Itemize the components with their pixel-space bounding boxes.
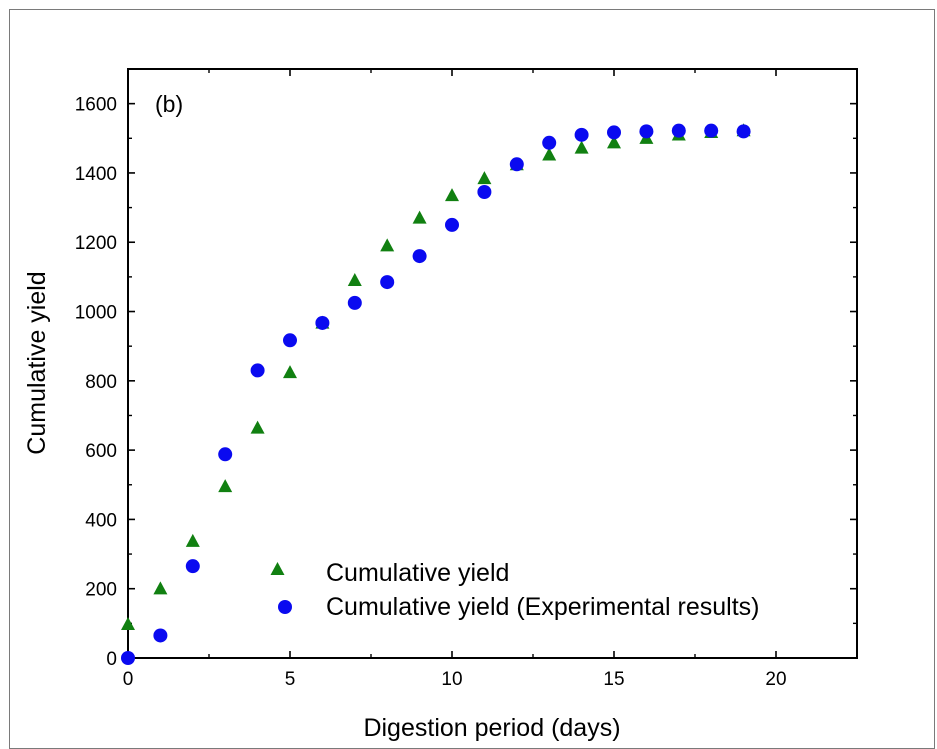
circle-point [121, 651, 135, 665]
triangle-point [607, 135, 621, 149]
circle-point [639, 124, 654, 139]
x-tick-label: 5 [285, 669, 296, 690]
circle-point [412, 249, 427, 264]
circle-point [347, 295, 362, 310]
y-tick-label: 600 [85, 441, 117, 462]
circle-point [218, 447, 233, 462]
circle-point [185, 559, 200, 574]
y-tick-label: 200 [85, 580, 117, 601]
plot-area [127, 68, 858, 659]
triangle-point [347, 272, 362, 286]
circle-point [153, 628, 168, 643]
triangle-point [477, 171, 492, 185]
chart-frame [9, 9, 935, 749]
series-1 [121, 123, 751, 631]
y-tick-label: 1600 [75, 95, 117, 116]
circle-point [283, 333, 297, 348]
legend-label-series-2: Cumulative yield (Experimental results) [326, 593, 759, 621]
x-tick-label: 0 [123, 669, 134, 690]
x-tick-label: 20 [765, 669, 786, 690]
triangle-point [250, 420, 265, 434]
triangle-point [283, 365, 297, 379]
circle-point [574, 127, 589, 142]
triangle-point [380, 238, 395, 252]
circle-point [509, 157, 524, 172]
triangle-point [574, 140, 589, 154]
x-tick-label: 10 [441, 669, 462, 690]
triangle-point [542, 147, 557, 161]
legend-triangle-marker [270, 562, 285, 575]
circle-point [380, 275, 395, 290]
triangle-point [412, 210, 427, 224]
triangle-point [121, 617, 135, 631]
series-layer [121, 123, 751, 665]
legend-circle-marker [278, 600, 292, 614]
circle-point [704, 123, 719, 138]
y-tick-label: 1400 [75, 164, 117, 185]
legend: Cumulative yield Cumulative yield (Exper… [270, 559, 759, 621]
circle-point [477, 184, 492, 199]
x-tick-label: 15 [603, 669, 624, 690]
circle-point [607, 125, 621, 140]
circle-point [671, 123, 686, 138]
triangle-point [153, 581, 168, 595]
circle-point [542, 135, 557, 150]
series-2 [121, 123, 751, 665]
triangle-point [185, 533, 200, 547]
circle-point [315, 315, 330, 330]
y-tick-label: 0 [106, 649, 117, 670]
panel-label: (b) [155, 91, 183, 117]
x-axis-title: Digestion period (days) [363, 714, 620, 742]
triangle-point [218, 479, 233, 493]
circle-point [736, 124, 751, 139]
y-axis-title: Cumulative yield [23, 271, 51, 454]
y-tick-label: 1000 [75, 303, 117, 324]
y-tick-label: 800 [85, 372, 117, 393]
y-tick-label: 400 [85, 510, 117, 531]
circle-point [445, 217, 459, 232]
y-tick-label: 1200 [75, 233, 117, 254]
circle-point [250, 363, 265, 378]
triangle-point [445, 188, 459, 202]
legend-label-series-1: Cumulative yield [326, 559, 509, 587]
